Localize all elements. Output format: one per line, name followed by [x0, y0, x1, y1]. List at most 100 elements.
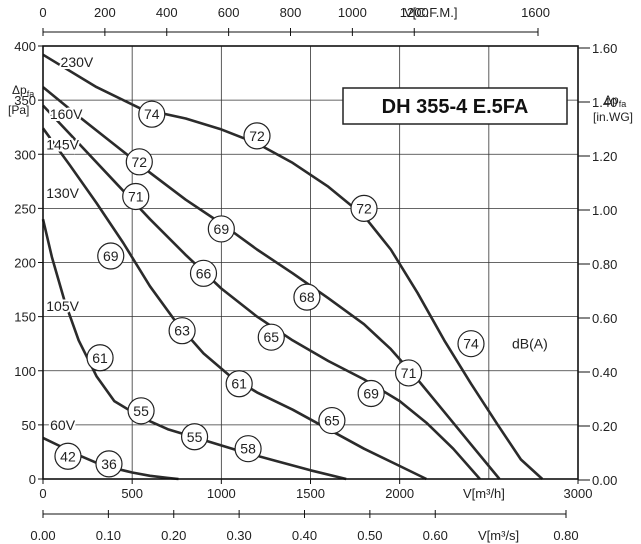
y-right-tick-label: 1.40 [592, 95, 617, 110]
y-right-label: Δpfa [604, 93, 626, 109]
x-top-tick-label: 1200 [400, 5, 429, 20]
noise-marker-circle [357, 379, 385, 408]
noise-marker-circle [127, 397, 155, 425]
y-left-tick-label: 300 [14, 147, 36, 162]
y-left-tick-label: 350 [14, 93, 36, 108]
noise-marker-circle [86, 344, 114, 372]
noise-marker-value: 72 [132, 154, 148, 170]
x-top-label: V[C.F.M.] [404, 5, 457, 20]
noise-marker-value: 71 [401, 365, 417, 381]
noise-marker-value: 65 [263, 329, 279, 345]
curve-labels: 230V 160V 145V 130V 105V 60V dB(A) [44, 52, 550, 435]
x-bottom2-tick-label: 0.50 [357, 528, 382, 543]
x-bottom-tick-label: 500 [121, 486, 143, 501]
noise-marker-circle [234, 435, 262, 463]
y-left-tick-label: 50 [22, 418, 36, 433]
y-left-tick-label: 100 [14, 364, 36, 379]
x-bottom2-label: V[m³/s] [478, 528, 519, 543]
x-bottom2-tick-label: 0.20 [161, 528, 186, 543]
y-left-tick-label: 200 [14, 256, 36, 271]
voltage-label: 130V [46, 185, 79, 201]
noise-marker-value: 74 [144, 106, 160, 122]
noise-marker-circle [394, 359, 423, 387]
y-right-tick-label: 0.20 [592, 419, 617, 434]
noise-marker-circle [225, 370, 253, 398]
x-bottom-label: V[m³/h] [463, 486, 505, 501]
noise-marker-circle [125, 148, 153, 176]
noise-marker-value: 36 [101, 456, 117, 472]
noise-marker-circle [318, 406, 346, 435]
noise-unit-label: dB(A) [512, 336, 548, 352]
x-bottom2-tick-label: 0.10 [96, 528, 121, 543]
noise-marker-value: 66 [196, 265, 212, 281]
noise-marker-circle [54, 442, 82, 470]
noise-marker-value: 69 [103, 248, 119, 264]
y-left-label: Δpfa [12, 83, 34, 99]
x-bottom-tick-label: 2000 [385, 486, 414, 501]
noise-marker-value: 61 [231, 376, 247, 392]
x-bottom-tick-label: 1500 [296, 486, 325, 501]
x-top-tick-label: 600 [218, 5, 240, 20]
y-left-tick-label: 150 [14, 310, 36, 325]
y-left-unit: [Pa] [8, 103, 29, 117]
voltage-label: 230V [61, 54, 94, 70]
x-bottom2-tick-label: 0.40 [292, 528, 317, 543]
noise-marker-value: 69 [214, 221, 230, 237]
x-bottom2-tick-label: 0.00 [30, 528, 55, 543]
curve-160V [42, 86, 501, 480]
voltage-label: 145V [46, 137, 79, 153]
noise-marker-circle [350, 194, 378, 222]
x-top-tick-label: 400 [156, 5, 178, 20]
noise-marker-circle [189, 259, 218, 287]
noise-marker-value: 74 [463, 336, 479, 352]
noise-marker-circle [207, 215, 235, 243]
noise-marker-circle [122, 182, 150, 211]
noise-marker-value: 61 [92, 350, 108, 366]
noise-marker-value: 68 [299, 289, 315, 305]
y-right-tick-label: 1.60 [592, 41, 617, 56]
noise-marker-value: 72 [249, 128, 265, 144]
y-right-tick-label: 1.20 [592, 149, 617, 164]
noise-marker-circle [293, 283, 321, 311]
x-bottom2-tick-label: 0.80 [553, 528, 578, 543]
noise-marker-circle [257, 323, 285, 351]
noise-marker-value: 55 [187, 429, 203, 445]
noise-marker-value: 69 [363, 385, 379, 401]
voltage-label: 60V [50, 417, 76, 433]
noise-marker-circle [97, 242, 125, 270]
noise-marker-value: 63 [174, 323, 190, 339]
noise-marker-circle [168, 317, 196, 345]
y-left-tick-label: 400 [14, 39, 36, 54]
x-bottom-tick-label: 0 [39, 486, 46, 501]
noise-marker-value: 71 [128, 188, 144, 204]
x-top-tick-label: 0 [39, 5, 46, 20]
noise-marker-circle [457, 330, 485, 358]
y-right-tick-label: 0.40 [592, 365, 617, 380]
y-right-tick-label: 0.00 [592, 473, 617, 488]
x-top-tick-label: 200 [94, 5, 116, 20]
noise-marker-circle [243, 122, 271, 150]
y-right-tick-label: 1.00 [592, 203, 617, 218]
y-right-unit: [in.WG] [593, 110, 633, 124]
curve-145V [42, 104, 481, 480]
x-top-tick-label: 1000 [338, 5, 367, 20]
x-bottom2-tick-label: 0.30 [226, 528, 251, 543]
axes: 0 50 100 150 200 250 300 350 400 0.00 0.20 0.40 0.60… [14, 5, 617, 543]
y-left-tick-label: 0 [29, 472, 36, 487]
noise-marker-value: 55 [133, 403, 149, 419]
noise-marker-circle [95, 450, 123, 478]
curve-130V [41, 127, 427, 481]
x-top-tick-label: 1600 [521, 5, 550, 20]
noise-markers: 74 72 72 74 72 69 68 71 71 66 65 69 69 63 61 65 61 55 55 58… [54, 100, 485, 478]
title-box [342, 87, 568, 125]
y-left-tick-label: 250 [14, 201, 36, 216]
noise-marker-value: 65 [324, 413, 340, 429]
x-top-tick-label: 800 [280, 5, 302, 20]
noise-marker-circle [180, 423, 209, 451]
y-right-tick-label: 0.60 [592, 311, 617, 326]
noise-marker-circle [138, 100, 166, 128]
noise-marker-value: 72 [356, 200, 372, 216]
y-right-tick-label: 0.80 [592, 257, 617, 272]
chart-title: DH 355-4 E.5FA [382, 96, 529, 118]
